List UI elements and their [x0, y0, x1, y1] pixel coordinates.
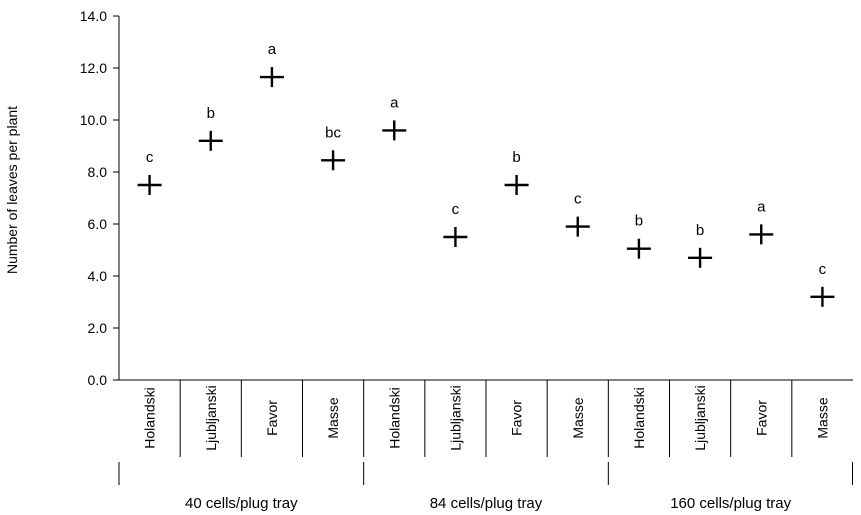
x-tick-label: Holandski: [142, 387, 158, 448]
significance-letter: b: [696, 222, 704, 239]
x-tick-label: Masse: [570, 397, 586, 438]
group-label: 40 cells/plug tray: [185, 495, 298, 512]
significance-letter: b: [207, 105, 215, 122]
data-point: [321, 150, 346, 171]
data-point: [565, 216, 590, 237]
data-point: [198, 130, 223, 151]
data-point: [626, 238, 651, 259]
data-point: [749, 224, 774, 245]
group-label: 84 cells/plug tray: [430, 495, 543, 512]
y-axis-label: Number of leaves per plant: [4, 106, 20, 274]
y-tick-label: 12.0: [80, 60, 107, 76]
x-tick-label: Masse: [325, 397, 341, 438]
x-tick-label: Favor: [753, 400, 769, 436]
data-point: [382, 120, 407, 141]
y-tick-label: 2.0: [88, 320, 108, 336]
data-point: [443, 227, 468, 247]
significance-letter: b: [635, 213, 643, 230]
data-point: [137, 175, 162, 195]
significance-letter: c: [819, 261, 827, 278]
x-tick-label: Favor: [509, 400, 525, 436]
significance-letter: c: [574, 191, 582, 208]
data-point: [810, 286, 835, 307]
x-tick-label: Ljubljanski: [203, 385, 219, 450]
x-tick-label: Holandski: [386, 387, 402, 448]
y-tick-label: 0.0: [88, 372, 108, 388]
y-tick-label: 8.0: [88, 164, 108, 180]
y-tick-label: 6.0: [88, 216, 108, 232]
x-tick-label: Holandski: [631, 387, 647, 448]
y-tick-label: 4.0: [88, 268, 108, 284]
x-tick-label: Ljubljanski: [692, 385, 708, 450]
data-point: [504, 175, 529, 195]
x-tick-label: Masse: [814, 397, 830, 438]
significance-letter: a: [390, 94, 399, 111]
y-tick-label: 14.0: [80, 8, 107, 24]
significance-letter: b: [512, 149, 520, 166]
significance-letter: bc: [325, 124, 341, 141]
significance-letter: c: [146, 149, 154, 166]
group-label: 160 cells/plug tray: [670, 495, 791, 512]
data-point: [259, 67, 284, 88]
significance-letter: a: [268, 41, 277, 58]
x-tick-label: Ljubljanski: [447, 385, 463, 450]
y-tick-label: 10.0: [80, 112, 107, 128]
axes: 0.0 2.0 4.0 6.0 8.0 10.0 12.0 14.0 40 cells/plug…: [80, 8, 853, 512]
significance-letter: c: [452, 201, 460, 218]
significance-letter: a: [757, 198, 766, 215]
x-tick-label: Favor: [264, 400, 280, 436]
data-point: [688, 247, 713, 268]
